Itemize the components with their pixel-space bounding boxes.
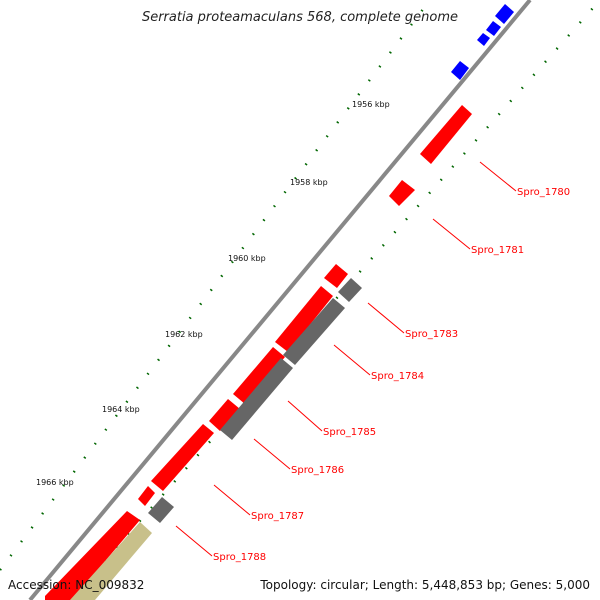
- tick-label: 1956 kbp: [352, 100, 390, 109]
- tick-label: 1962 kbp: [165, 330, 203, 339]
- leader-line: [367, 302, 405, 334]
- blue-feature: [451, 61, 469, 80]
- leader-line: [175, 525, 213, 557]
- blue-feature-group: [451, 4, 514, 80]
- tick-label: 1964 kbp: [102, 405, 140, 414]
- cds-reverse-small[interactable]: [148, 497, 174, 523]
- gene-label[interactable]: Spro_1781: [471, 245, 524, 256]
- reverse-cds-group: [148, 278, 362, 523]
- cds-forward[interactable]: [151, 424, 214, 491]
- leader-lines: [175, 161, 517, 557]
- tick-label: 1966 kbp: [36, 478, 74, 487]
- cds-spro-1787[interactable]: [138, 486, 155, 506]
- accession-label: Accession: NC_009832: [8, 578, 145, 592]
- cds-forward[interactable]: [233, 347, 285, 404]
- leader-line: [333, 344, 371, 376]
- leader-line: [432, 218, 471, 250]
- cds-forward[interactable]: [209, 399, 240, 431]
- gene-label[interactable]: Spro_1784: [371, 371, 424, 382]
- tick-label: 1960 kbp: [228, 254, 266, 263]
- leader-line: [287, 400, 323, 432]
- cds-spro-1785[interactable]: [283, 298, 345, 365]
- cds-spro-1781[interactable]: [389, 180, 415, 206]
- blue-feature: [477, 33, 490, 46]
- cds-forward-large[interactable]: [275, 286, 333, 352]
- leader-line: [213, 484, 251, 516]
- khaki-feature[interactable]: [70, 522, 152, 600]
- tick-label: 1958 kbp: [290, 178, 328, 187]
- khaki-feature-group: [70, 522, 152, 600]
- gene-label[interactable]: Spro_1783: [405, 329, 458, 340]
- leader-line: [253, 438, 291, 470]
- gene-label[interactable]: Spro_1785: [323, 427, 376, 438]
- cds-spro-1786[interactable]: [220, 358, 293, 440]
- cds-spro-1780[interactable]: [420, 105, 472, 164]
- gene-label[interactable]: Spro_1786: [291, 465, 344, 476]
- gene-labels: Spro_1780 Spro_1781 Spro_1783 Spro_1784 …: [213, 187, 570, 563]
- leader-line: [479, 161, 517, 192]
- blue-feature: [495, 4, 514, 24]
- blue-feature: [486, 21, 501, 36]
- gene-label[interactable]: Spro_1788: [213, 552, 266, 563]
- cds-spro-1788[interactable]: [45, 511, 140, 600]
- genome-summary: Topology: circular; Length: 5,448,853 bp…: [260, 578, 590, 592]
- genome-backbone: [28, 0, 539, 600]
- forward-cds-group: [45, 105, 472, 600]
- inner-dotted-ring: [0, 0, 431, 571]
- map-title: Serratia proteamaculans 568, complete ge…: [141, 10, 459, 25]
- cds-spro-1784[interactable]: [338, 278, 362, 302]
- tick-labels: 1956 kbp 1958 kbp 1960 kbp 1962 kbp 1964…: [36, 100, 390, 487]
- cds-spro-1783[interactable]: [324, 264, 348, 288]
- gene-label[interactable]: Spro_1780: [517, 187, 570, 198]
- gene-label[interactable]: Spro_1787: [251, 511, 304, 522]
